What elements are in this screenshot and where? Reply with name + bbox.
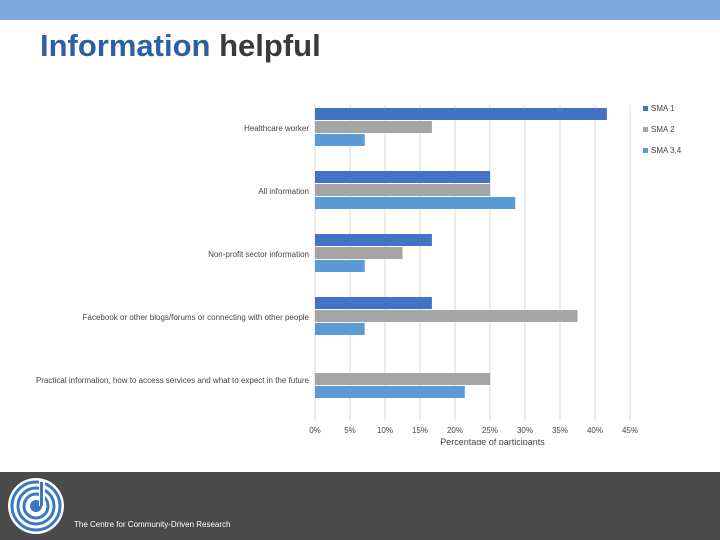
legend-swatch [643, 106, 648, 111]
x-tick-label: 30% [517, 426, 533, 435]
bar [315, 171, 490, 183]
title-word-information: Information [40, 28, 211, 63]
category-label: Non-profit sector information [208, 250, 309, 259]
bar [315, 260, 365, 272]
bar [315, 373, 490, 385]
footer-bar: The Centre for Community-Driven Research [0, 472, 720, 540]
circular-logo-icon [8, 478, 64, 534]
x-axis-title: Percentage of participants [440, 437, 545, 445]
bar [315, 234, 432, 246]
bar [315, 386, 465, 398]
legend-swatch [643, 148, 648, 153]
legend-label: SMA 2 [651, 125, 675, 134]
organization-name: The Centre for Community-Driven Research [74, 520, 231, 529]
x-tick-label: 25% [482, 426, 498, 435]
x-tick-label: 10% [377, 426, 393, 435]
x-tick-label: 45% [622, 426, 638, 435]
x-tick-label: 15% [412, 426, 428, 435]
legend-label: SMA 3,4 [651, 146, 682, 155]
category-label: Practical information, how to access ser… [36, 376, 310, 385]
bar [315, 108, 607, 120]
bar [315, 310, 578, 322]
bar [315, 297, 432, 309]
bar [315, 184, 490, 196]
bar-chart: Healthcare worker All information Non-prof… [36, 104, 682, 445]
x-tick-label: 5% [344, 426, 356, 435]
category-label: Facebook or other blogs/forums or connec… [83, 313, 310, 322]
legend-label: SMA 1 [651, 104, 675, 113]
page-title: Information helpful [40, 28, 321, 64]
x-tick-label: 0% [309, 426, 321, 435]
category-label: All information [258, 187, 309, 196]
x-tick-label: 20% [447, 426, 463, 435]
bar [315, 134, 365, 146]
legend-swatch [643, 127, 648, 132]
title-word-helpful: helpful [219, 28, 321, 63]
category-label: Healthcare worker [244, 124, 309, 133]
x-tick-label: 35% [552, 426, 568, 435]
bar [315, 121, 432, 133]
x-tick-label: 40% [587, 426, 603, 435]
top-accent-bar [0, 0, 720, 20]
bar [315, 247, 403, 259]
bar [315, 197, 516, 209]
bar [315, 323, 365, 335]
